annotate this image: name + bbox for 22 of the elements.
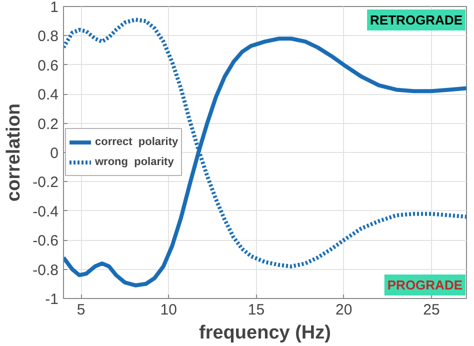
y-tick-label: 0.2 [38, 116, 59, 133]
x-axis-title: frequency (Hz) [199, 322, 331, 344]
y-tick-label: 1 [50, 0, 58, 16]
x-tick-label: 20 [336, 302, 352, 318]
y-tick-label: 0 [50, 145, 58, 162]
y-tick-label: -0.2 [32, 174, 59, 192]
y-tick-label: 0.4 [38, 86, 59, 104]
y-tick-label: -0.6 [32, 232, 59, 250]
y-axis-title: correlation [4, 103, 25, 202]
legend-label: correct polarity [95, 136, 178, 148]
legend-label: wrong polarity [95, 156, 174, 168]
x-tick-label: 5 [76, 302, 86, 318]
y-tick-label: 0.6 [38, 57, 59, 74]
x-tick-label: 10 [160, 302, 177, 318]
y-tick-label: 0.8 [38, 28, 59, 46]
y-tick-label: -0.8 [32, 262, 59, 279]
annotation: PROGRADE [387, 278, 463, 292]
annotation: RETROGRADE [370, 12, 463, 28]
y-tick-label: -1 [45, 291, 59, 308]
y-tick-label: -0.4 [32, 203, 59, 220]
x-tick-label: 25 [423, 302, 440, 318]
x-tick-label: 15 [248, 302, 265, 318]
